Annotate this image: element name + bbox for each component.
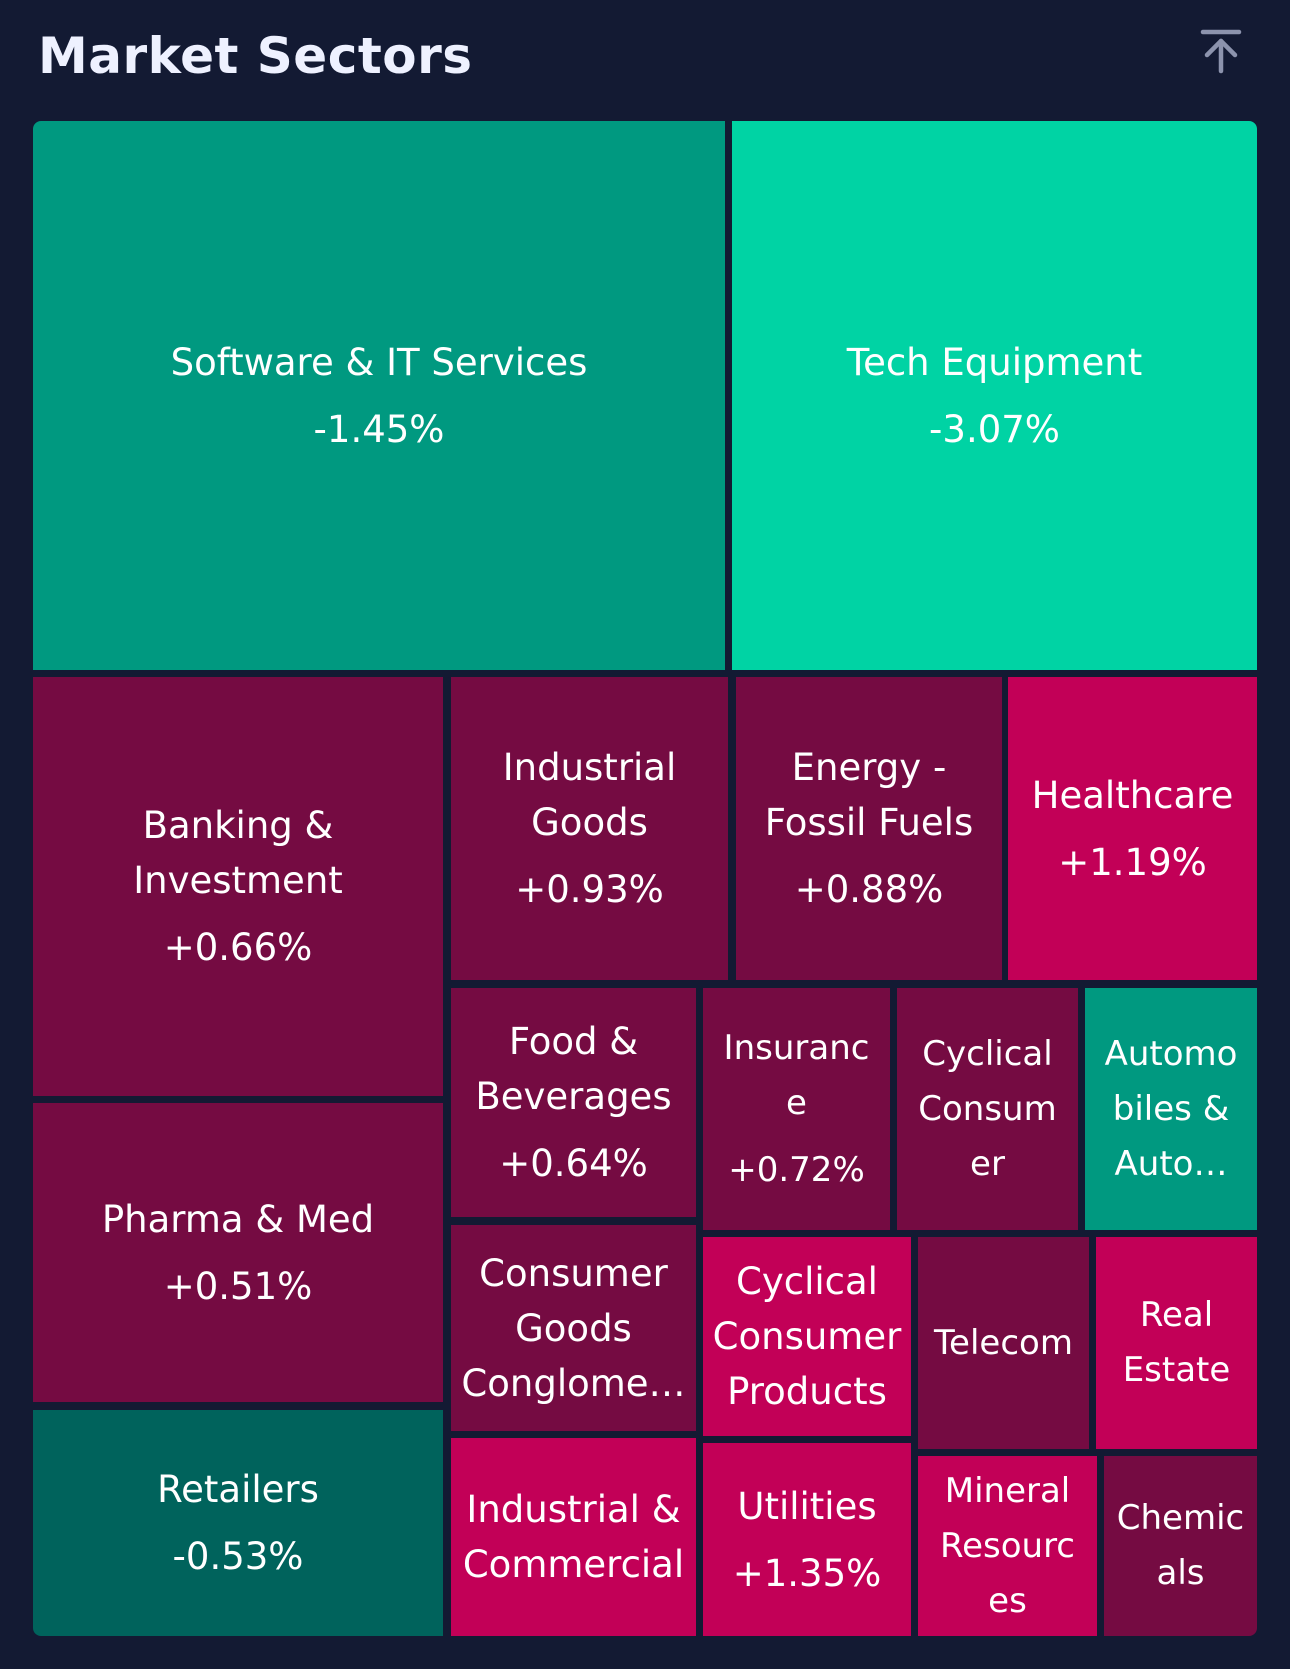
sector-change: +0.88%: [794, 868, 944, 911]
sector-tile[interactable]: Retailers -0.53%: [33, 1410, 443, 1636]
page-title: Market Sectors: [38, 27, 473, 85]
sector-tile[interactable]: Energy - Fossil Fuels +0.88%: [736, 677, 1002, 980]
sector-change: +1.35%: [732, 1551, 882, 1595]
sector-tile[interactable]: Consumer Goods Conglome…: [451, 1225, 696, 1431]
sector-tile[interactable]: Industrial & Commercial: [451, 1438, 696, 1636]
sector-change: +1.19%: [1058, 840, 1207, 884]
sector-name: Automo biles & Auto…: [1104, 1033, 1238, 1184]
sector-tile[interactable]: Software & IT Services -1.45%: [33, 121, 725, 670]
sector-name: Utilities: [737, 1484, 877, 1528]
sector-name: Tech Equipment: [846, 340, 1143, 384]
sector-change: +0.66%: [163, 926, 313, 969]
sector-tile[interactable]: Automo biles & Auto…: [1085, 988, 1257, 1230]
sector-name: Software & IT Services: [170, 340, 588, 384]
sector-tile[interactable]: Cyclical Consumer Products: [703, 1237, 911, 1436]
sector-tile[interactable]: Insuranc e +0.72%: [703, 988, 890, 1230]
sector-name: Healthcare: [1031, 773, 1234, 817]
sector-name: Chemic als: [1116, 1498, 1245, 1593]
sector-tile[interactable]: Telecom: [918, 1237, 1089, 1449]
arrow-up-to-line-icon: [1200, 29, 1242, 74]
scroll-top-button[interactable]: [1190, 20, 1252, 82]
sector-change: -1.45%: [313, 407, 445, 451]
sector-tile[interactable]: Utilities +1.35%: [703, 1443, 911, 1636]
sector-name: Banking & Investment: [133, 804, 343, 902]
sector-tile[interactable]: Pharma & Med +0.51%: [33, 1103, 443, 1402]
sector-tile[interactable]: Healthcare +1.19%: [1008, 677, 1257, 980]
sector-change: +0.72%: [728, 1149, 865, 1190]
sector-tile[interactable]: Industrial Goods +0.93%: [451, 677, 728, 980]
sector-name: Real Estate: [1122, 1295, 1231, 1390]
sector-name: Mineral Resourc es: [939, 1470, 1075, 1621]
sector-name: Retailers: [157, 1468, 319, 1511]
sector-name: Cyclical Consum er: [918, 1033, 1057, 1184]
sector-change: +0.64%: [499, 1142, 648, 1185]
sector-tile[interactable]: Real Estate: [1096, 1237, 1257, 1449]
sector-name: Industrial Goods: [502, 746, 677, 844]
sector-change: -3.07%: [929, 407, 1060, 451]
sector-name: Industrial & Commercial: [462, 1488, 685, 1586]
sector-name: Food & Beverages: [475, 1020, 672, 1118]
sector-tile[interactable]: Cyclical Consum er: [897, 988, 1078, 1230]
sector-tile[interactable]: Food & Beverages +0.64%: [451, 988, 696, 1217]
sector-name: Telecom: [934, 1322, 1073, 1363]
sector-tile[interactable]: Chemic als: [1104, 1456, 1257, 1636]
sector-name: Insuranc e: [723, 1027, 870, 1123]
sector-change: +0.93%: [515, 868, 664, 911]
sector-tile[interactable]: Tech Equipment -3.07%: [732, 121, 1257, 670]
sector-change: +0.51%: [163, 1264, 313, 1308]
sector-tile[interactable]: Banking & Investment +0.66%: [33, 677, 443, 1096]
sector-change: -0.53%: [172, 1535, 304, 1578]
sector-tile[interactable]: Mineral Resourc es: [918, 1456, 1097, 1636]
sector-name: Cyclical Consumer Products: [712, 1260, 902, 1413]
sector-name: Consumer Goods Conglome…: [461, 1251, 686, 1405]
sector-name: Pharma & Med: [101, 1197, 375, 1241]
sector-name: Energy - Fossil Fuels: [764, 746, 974, 844]
